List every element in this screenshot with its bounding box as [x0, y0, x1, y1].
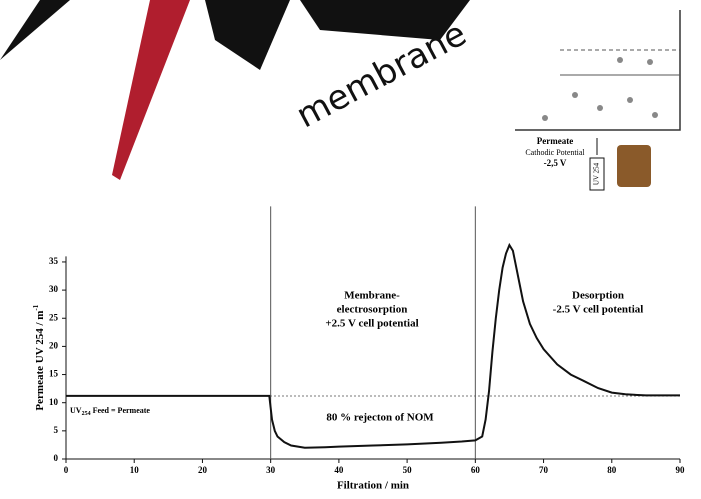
x-tick-label: 80: [607, 465, 617, 475]
logo-shape: [0, 0, 70, 60]
schematic-label: -2,5 V: [544, 158, 567, 168]
y-tick-label: 5: [54, 425, 59, 435]
feed-sub: 254: [82, 411, 91, 417]
y-tick-label: 20: [49, 340, 59, 350]
schematic-label: Cathodic Potential: [525, 148, 585, 157]
x-tick-label: 90: [676, 465, 686, 475]
x-tick-label: 60: [471, 465, 481, 475]
annotation: -2.5 V cell potential: [553, 304, 644, 316]
annotation: Membrane-: [344, 290, 400, 302]
y-tick-label: 35: [49, 256, 59, 266]
annotation: +2.5 V cell potential: [325, 318, 418, 330]
schematic: Permeate Cathodic Potential -2,5 V UV 25…: [515, 10, 680, 190]
x-tick-label: 20: [198, 465, 208, 475]
y-axis-label-sup: -1: [32, 304, 40, 310]
schematic-label: UV 254: [593, 162, 601, 185]
schematic-label: Permeate: [537, 136, 573, 146]
y-tick-label: 10: [49, 397, 59, 407]
feed-rest: Feed = Permeate: [91, 406, 151, 415]
x-tick-label: 30: [266, 465, 276, 475]
annotation: Desorption: [572, 290, 624, 302]
annotation: UV254 Feed = Permeate: [70, 406, 150, 418]
x-axis-label: Filtration / min: [337, 480, 409, 492]
x-tick-label: 40: [334, 465, 344, 475]
x-tick-label: 50: [403, 465, 413, 475]
x-tick-label: 70: [539, 465, 549, 475]
y-axis-label-main: Permeate UV 254 / m: [34, 311, 46, 411]
annotation: 80 % rejecton of NOM: [326, 412, 434, 424]
y-tick-label: 15: [49, 369, 59, 379]
y-tick-label: 30: [49, 284, 59, 294]
logo-shape: [205, 0, 290, 70]
logo-shape: [112, 0, 190, 180]
x-tick-label: 10: [130, 465, 140, 475]
x-tick-label: 0: [64, 465, 69, 475]
y-tick-label: 25: [49, 312, 59, 322]
annotation: electrosorption: [337, 304, 408, 316]
y-tick-label: 0: [54, 453, 59, 463]
y-axis-label: Permeate UV 254 / m-1: [32, 304, 46, 410]
feed-main: UV: [70, 406, 82, 415]
figure: membrane Permeate Cathodic Potential -2,…: [0, 0, 701, 494]
